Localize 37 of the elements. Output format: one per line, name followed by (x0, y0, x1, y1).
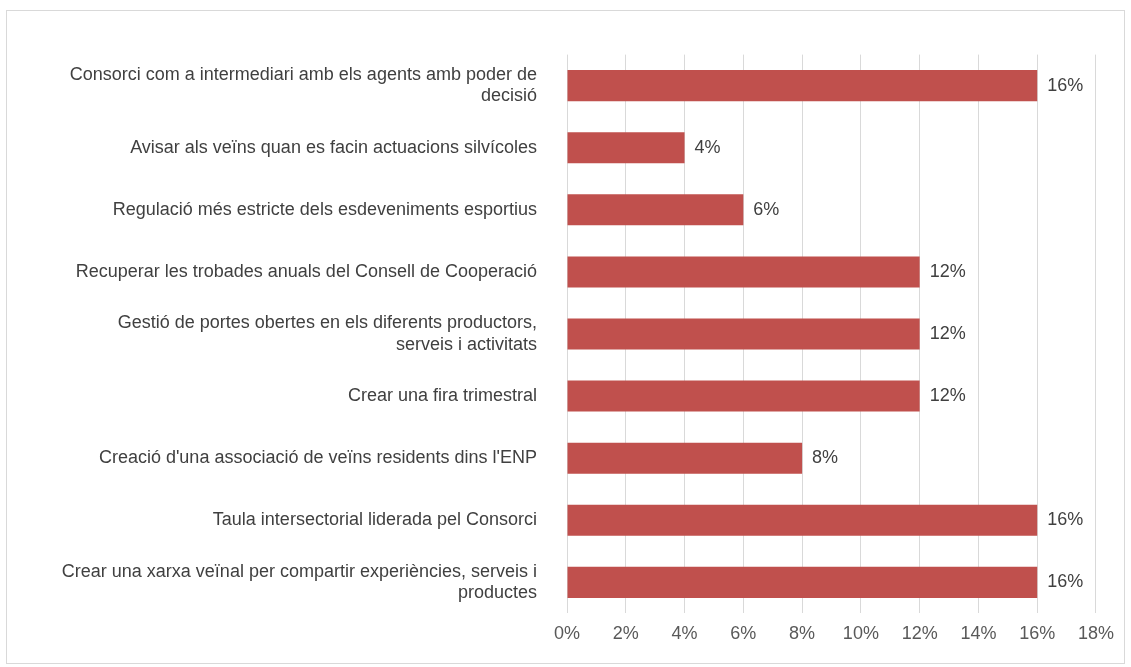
y-tick-label: Crear una xarxa veïnal per compartir experiències, serveis i productes (61, 560, 537, 603)
y-tick-label: Taula intersectorial liderada pel Consorci (212, 509, 537, 530)
x-tick-label: 6% (730, 623, 757, 644)
x-tick-label: 10% (842, 623, 879, 644)
y-tick-label: Avisar als veïns quan es facin actuacions silvícoles (130, 136, 537, 157)
x-tick-label: 4% (671, 623, 698, 644)
x-tick-label: 16% (1019, 623, 1056, 644)
data-label: 12% (929, 260, 966, 281)
bar (567, 256, 920, 288)
data-label: 16% (1047, 571, 1084, 592)
bar (567, 442, 803, 474)
bar (567, 70, 1038, 102)
y-tick-label: Consorci com a intermediari amb els agents amb poder de decisió (69, 63, 537, 106)
data-label: 12% (929, 385, 966, 406)
x-tick-label: 0% (553, 623, 581, 644)
bar (567, 318, 920, 350)
data-label: 16% (1047, 74, 1084, 95)
data-label: 4% (694, 136, 721, 157)
x-tick-label: 14% (960, 623, 997, 644)
y-tick-label: Recuperar les trobades anuals del Consell de Cooperació (75, 260, 537, 281)
bar (567, 132, 685, 164)
bar (567, 566, 1038, 598)
data-label: 6% (753, 198, 780, 219)
x-tick-label: 18% (1077, 623, 1114, 644)
y-tick-label: Regulació més estricte dels esdeveniments esportius (112, 198, 537, 219)
y-tick-label: Creació d'una associació de veïns residents dins l'ENP (98, 447, 537, 468)
bar (567, 380, 920, 412)
x-tick-label: 2% (612, 623, 639, 644)
y-tick-label: Gestió de portes obertes en els diferents productors, serveis i activitats (117, 312, 537, 354)
data-label: 12% (929, 322, 966, 343)
bar (567, 194, 744, 226)
y-tick-label: Crear una fira trimestral (347, 385, 537, 406)
bar (567, 504, 1038, 536)
x-tick-label: 12% (901, 623, 938, 644)
data-label: 16% (1047, 509, 1084, 530)
data-label: 8% (812, 447, 839, 468)
x-tick-label: 8% (789, 623, 816, 644)
